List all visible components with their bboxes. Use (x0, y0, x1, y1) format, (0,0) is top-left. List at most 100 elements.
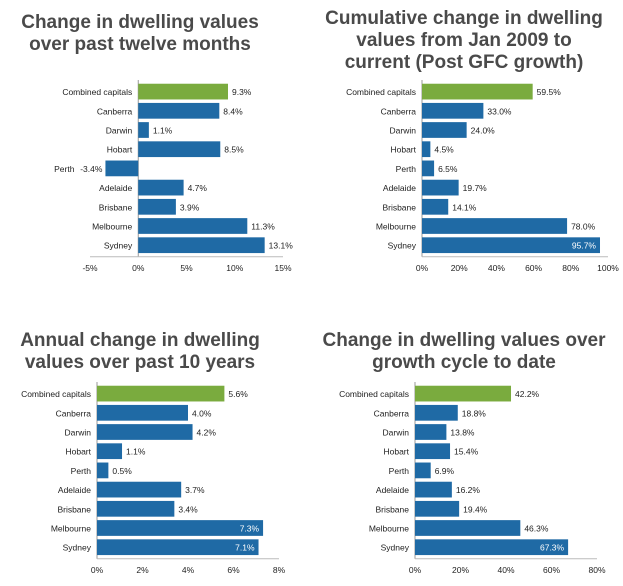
bar (415, 404, 458, 421)
bar (97, 520, 264, 536)
bar (415, 500, 460, 517)
value-label: 3.4% (178, 504, 198, 514)
chart-title-line: values over past 10 years (24, 352, 256, 373)
value-label: 6.5% (438, 164, 458, 174)
bar (97, 462, 109, 479)
bar (97, 385, 225, 402)
x-tick-label: 4% (182, 565, 195, 575)
x-tick-label: 8% (273, 565, 286, 575)
bar (138, 83, 228, 100)
category-label: Adelaide (99, 183, 132, 193)
bar (422, 83, 533, 100)
chart-title: Annual change in dwelling values over pa… (0, 330, 280, 374)
category-label: Hobart (65, 447, 91, 457)
category-label: Darwin (65, 428, 92, 438)
category-label: Darwin (106, 126, 133, 136)
x-tick-label: 0% (416, 263, 429, 273)
x-tick-label: 0% (91, 565, 104, 575)
chart-title-line: Change in dwelling values over (322, 330, 606, 351)
bar-chart-growth-cycle: Combined capitals 42.2% Canberra 18.8% Darwi… (339, 382, 606, 575)
x-tick-label: 80% (562, 263, 579, 273)
x-tick-label: 60% (525, 263, 542, 273)
value-label: 24.0% (471, 126, 496, 136)
x-tick-label: 2% (136, 565, 149, 575)
chart-panel-annual-ten-years: Annual change in dwelling values over pa… (0, 300, 285, 586)
value-label: 6.9% (435, 466, 455, 476)
value-label: 95.7% (572, 241, 597, 251)
category-label: Sydney (388, 241, 417, 251)
value-label: 3.9% (180, 202, 200, 212)
bar-chart-annual-ten-years: Combined capitals 5.6% Canberra 4.0% Darwin 4… (21, 382, 286, 575)
bar (422, 141, 431, 158)
bar (415, 462, 431, 479)
bar (422, 122, 467, 138)
bar (138, 122, 149, 138)
value-label: 8.4% (223, 106, 243, 116)
value-label: 14.1% (452, 202, 477, 212)
value-label: 7.1% (235, 543, 255, 553)
bar (97, 443, 123, 460)
x-tick-label: 60% (543, 565, 560, 575)
bar (138, 237, 265, 254)
bar (415, 424, 447, 440)
category-label: Combined capitals (346, 87, 416, 97)
bar (97, 424, 193, 440)
value-label: 4.5% (434, 145, 454, 155)
chart-title: Change in dwelling values over growth cy… (305, 330, 623, 374)
category-label: Sydney (381, 543, 410, 553)
category-label: Canberra (374, 408, 410, 418)
category-label: Melbourne (369, 524, 409, 534)
value-label: 4.7% (188, 183, 208, 193)
category-label: Hobart (390, 145, 416, 155)
value-label: 67.3% (540, 543, 565, 553)
chart-title-line: Annual change in dwelling (20, 330, 260, 351)
category-label: Adelaide (58, 485, 91, 495)
x-tick-label: 0% (409, 565, 422, 575)
chart-title: Change in dwelling values over past twel… (0, 12, 280, 56)
bar (415, 385, 512, 402)
bar (97, 404, 188, 421)
chart-title: Cumulative change in dwelling values fro… (305, 8, 623, 74)
chart-panel-growth-cycle: Change in dwelling values over growth cy… (305, 300, 623, 586)
value-label: 16.2% (456, 485, 481, 495)
value-label: 0.5% (112, 466, 132, 476)
category-label: Canberra (56, 408, 92, 418)
category-label: Melbourne (376, 222, 416, 232)
x-tick-label: -5% (82, 263, 98, 273)
value-label: 13.8% (450, 428, 475, 438)
category-label: Canberra (97, 106, 133, 116)
value-label: 7.3% (240, 524, 260, 534)
x-tick-label: 0% (132, 263, 145, 273)
value-label: 46.3% (524, 524, 549, 534)
bar (415, 481, 452, 498)
bar (97, 539, 259, 556)
bar (138, 198, 176, 215)
category-label: Combined capitals (339, 389, 409, 399)
value-label: 78.0% (571, 222, 596, 232)
category-label: Brisbane (57, 504, 91, 514)
chart-title-line: growth cycle to date (372, 352, 556, 373)
category-label: Perth (389, 466, 410, 476)
category-label: Hobart (383, 447, 409, 457)
chart-title-line: Change in dwelling values (21, 12, 259, 33)
category-label: Melbourne (51, 524, 91, 534)
bar (138, 218, 248, 234)
value-label: 42.2% (515, 389, 540, 399)
chart-panel-cumulative-post-gfc: Cumulative change in dwelling values fro… (305, 0, 623, 290)
value-label: 19.4% (463, 504, 488, 514)
bar (422, 218, 568, 234)
x-tick-label: 15% (274, 263, 291, 273)
bar-chart-cumulative-post-gfc: Combined capitals 59.5% Canberra 33.0% Darwi… (346, 80, 619, 273)
bar (415, 520, 521, 536)
bar (415, 443, 451, 460)
bar (422, 160, 435, 177)
category-label: Combined capitals (21, 389, 91, 399)
bar (422, 198, 449, 215)
bar (138, 179, 184, 196)
value-label: 33.0% (487, 106, 512, 116)
value-label: 3.7% (185, 485, 205, 495)
bar (415, 539, 569, 556)
bar-chart-twelve-months: Combined capitals 9.3% Canberra 8.4% Darwin 1… (54, 80, 293, 273)
chart-title-line: over past twelve months (29, 34, 251, 55)
value-label: 4.0% (192, 408, 212, 418)
